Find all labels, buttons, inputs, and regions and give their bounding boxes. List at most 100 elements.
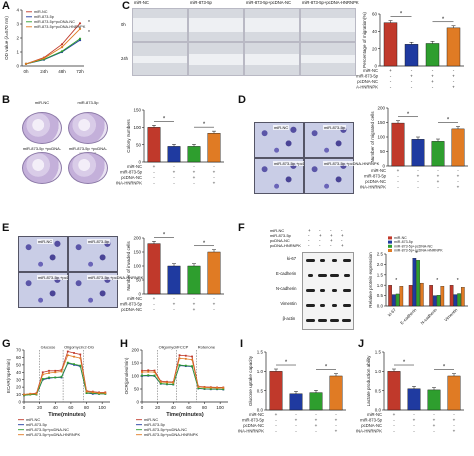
protein-band bbox=[306, 259, 315, 262]
significance-star: * bbox=[407, 112, 410, 118]
bar bbox=[416, 260, 420, 307]
series-line bbox=[141, 357, 224, 389]
wound-column-label: miR-NC bbox=[134, 0, 149, 5]
x-tick-label: 24h bbox=[40, 69, 48, 74]
matrix-sign: - bbox=[295, 423, 297, 428]
data-point bbox=[35, 392, 38, 395]
y-tick-label: 50 bbox=[380, 149, 386, 154]
x-tick-label: 20 bbox=[37, 405, 43, 410]
chart-f: 0.0 0.5 1.0 1.5 2.0 2.5 Relative protein expre… bbox=[368, 236, 468, 326]
injection-label: FCCP bbox=[177, 345, 188, 350]
series-line bbox=[23, 354, 106, 395]
panel-label-h: H bbox=[120, 338, 128, 350]
data-point bbox=[73, 355, 75, 358]
x-tick-label: 48h bbox=[58, 69, 66, 74]
colony-dish bbox=[22, 152, 62, 184]
panel-g: G 0 10 20 30 40 50 60 70 ECAR(mpH/min) 0 20 40 60 80 1… bbox=[0, 338, 118, 450]
matrix-sign: - bbox=[433, 412, 435, 417]
data-point bbox=[79, 364, 82, 367]
colony-dish bbox=[68, 112, 108, 144]
wound-gap bbox=[189, 18, 243, 32]
transwell-label: miR-873-5p +pcDNA-HNRNPK bbox=[87, 275, 145, 280]
wb-sign: - bbox=[330, 228, 332, 233]
matrix-row-label: pcDNA-HNRNPK bbox=[356, 85, 378, 90]
transwell-label: miR-873-5p +pcDNA-NC bbox=[37, 275, 84, 280]
y-tick-label: 20 bbox=[372, 46, 378, 51]
bar bbox=[147, 243, 161, 295]
bar bbox=[289, 393, 303, 411]
data-point bbox=[222, 387, 225, 389]
matrix-sign: + bbox=[335, 418, 338, 423]
y-tick-label: 40 bbox=[372, 29, 378, 34]
data-point bbox=[78, 27, 82, 30]
legend-label: miR-NC bbox=[394, 236, 407, 240]
bar bbox=[425, 43, 440, 67]
matrix-sign: + bbox=[389, 68, 392, 73]
matrix-sign: + bbox=[433, 423, 436, 428]
matrix-sign: + bbox=[153, 164, 156, 169]
data-point bbox=[147, 374, 150, 377]
data-point bbox=[222, 388, 225, 391]
panel-label-a: A bbox=[2, 0, 10, 12]
protein-band bbox=[330, 319, 339, 322]
wb-sign: - bbox=[308, 243, 310, 248]
protein-band bbox=[342, 304, 351, 307]
transwell-label: miR-NC bbox=[273, 125, 290, 130]
bar bbox=[447, 375, 461, 411]
matrix-sign: - bbox=[153, 175, 155, 180]
y-tick-label: 200 bbox=[377, 106, 385, 111]
protein-band bbox=[342, 319, 351, 322]
bar bbox=[460, 287, 465, 307]
matrix-sign: - bbox=[295, 412, 297, 417]
matrix-sign: + bbox=[452, 85, 455, 90]
significance-star: * bbox=[203, 122, 206, 128]
wound-image bbox=[300, 8, 356, 42]
transwell-label: miR-873-5p bbox=[87, 239, 110, 244]
matrix-sign: + bbox=[453, 429, 456, 434]
bar bbox=[419, 282, 424, 307]
bar bbox=[329, 375, 343, 411]
chart-j: 0.0 0.5 1.0 1.5 Lactate production ability * *… bbox=[350, 350, 464, 434]
wound-column-label: miR-873-5p bbox=[190, 0, 212, 5]
legend-label: miR-NC bbox=[144, 417, 158, 422]
legend-label: miR-873-5p+pcDNA-HNRNPK bbox=[34, 25, 86, 29]
bar bbox=[453, 294, 458, 307]
matrix-sign: - bbox=[193, 296, 195, 301]
x-tick-label: 72h bbox=[76, 69, 84, 74]
y-tick-label: 1.0 bbox=[257, 369, 264, 374]
y-tick-label: 200 bbox=[131, 348, 139, 353]
panel-label-g: G bbox=[2, 338, 11, 350]
legend-label: miR-873-5p+pcDNA-NC bbox=[26, 427, 69, 432]
matrix-sign: - bbox=[335, 412, 337, 417]
data-point bbox=[104, 392, 107, 394]
significance-star: * bbox=[203, 241, 206, 247]
matrix-sign: - bbox=[437, 168, 439, 173]
panel-f: F miR-NC + - - - miR-873-5p - + + + pcDNA-NC - - + - pc… bbox=[236, 222, 474, 332]
transwell-image: miR-873-5p +pcDNA-NC bbox=[18, 272, 84, 308]
y-tick-label: 100 bbox=[133, 125, 141, 130]
matrix-sign: + bbox=[193, 170, 196, 175]
x-tick-label: 60 bbox=[186, 405, 192, 410]
matrix-row-label: miR-NC bbox=[371, 168, 386, 173]
data-point bbox=[172, 383, 175, 386]
data-point bbox=[178, 357, 181, 360]
y-tick-label: 50 bbox=[134, 387, 140, 392]
bar bbox=[411, 139, 425, 167]
matrix-sign: - bbox=[335, 423, 337, 428]
matrix-row-label: pcDNA-NC bbox=[121, 175, 142, 180]
protein-label: β-actin bbox=[282, 316, 296, 321]
y-tick-label: 1 bbox=[16, 50, 19, 55]
data-point bbox=[178, 364, 181, 366]
significance-star: * bbox=[395, 278, 397, 284]
wound-gap bbox=[245, 18, 299, 32]
bar bbox=[412, 258, 417, 307]
matrix-sign: - bbox=[275, 423, 277, 428]
matrix-sign: + bbox=[335, 429, 338, 434]
matrix-row-label: miR-873-5p bbox=[360, 418, 383, 423]
wound-image bbox=[132, 42, 188, 76]
protein-band bbox=[308, 274, 313, 277]
matrix-row-label: miR-NC bbox=[127, 296, 142, 301]
matrix-sign: - bbox=[315, 412, 317, 417]
matrix-sign: - bbox=[193, 181, 195, 186]
